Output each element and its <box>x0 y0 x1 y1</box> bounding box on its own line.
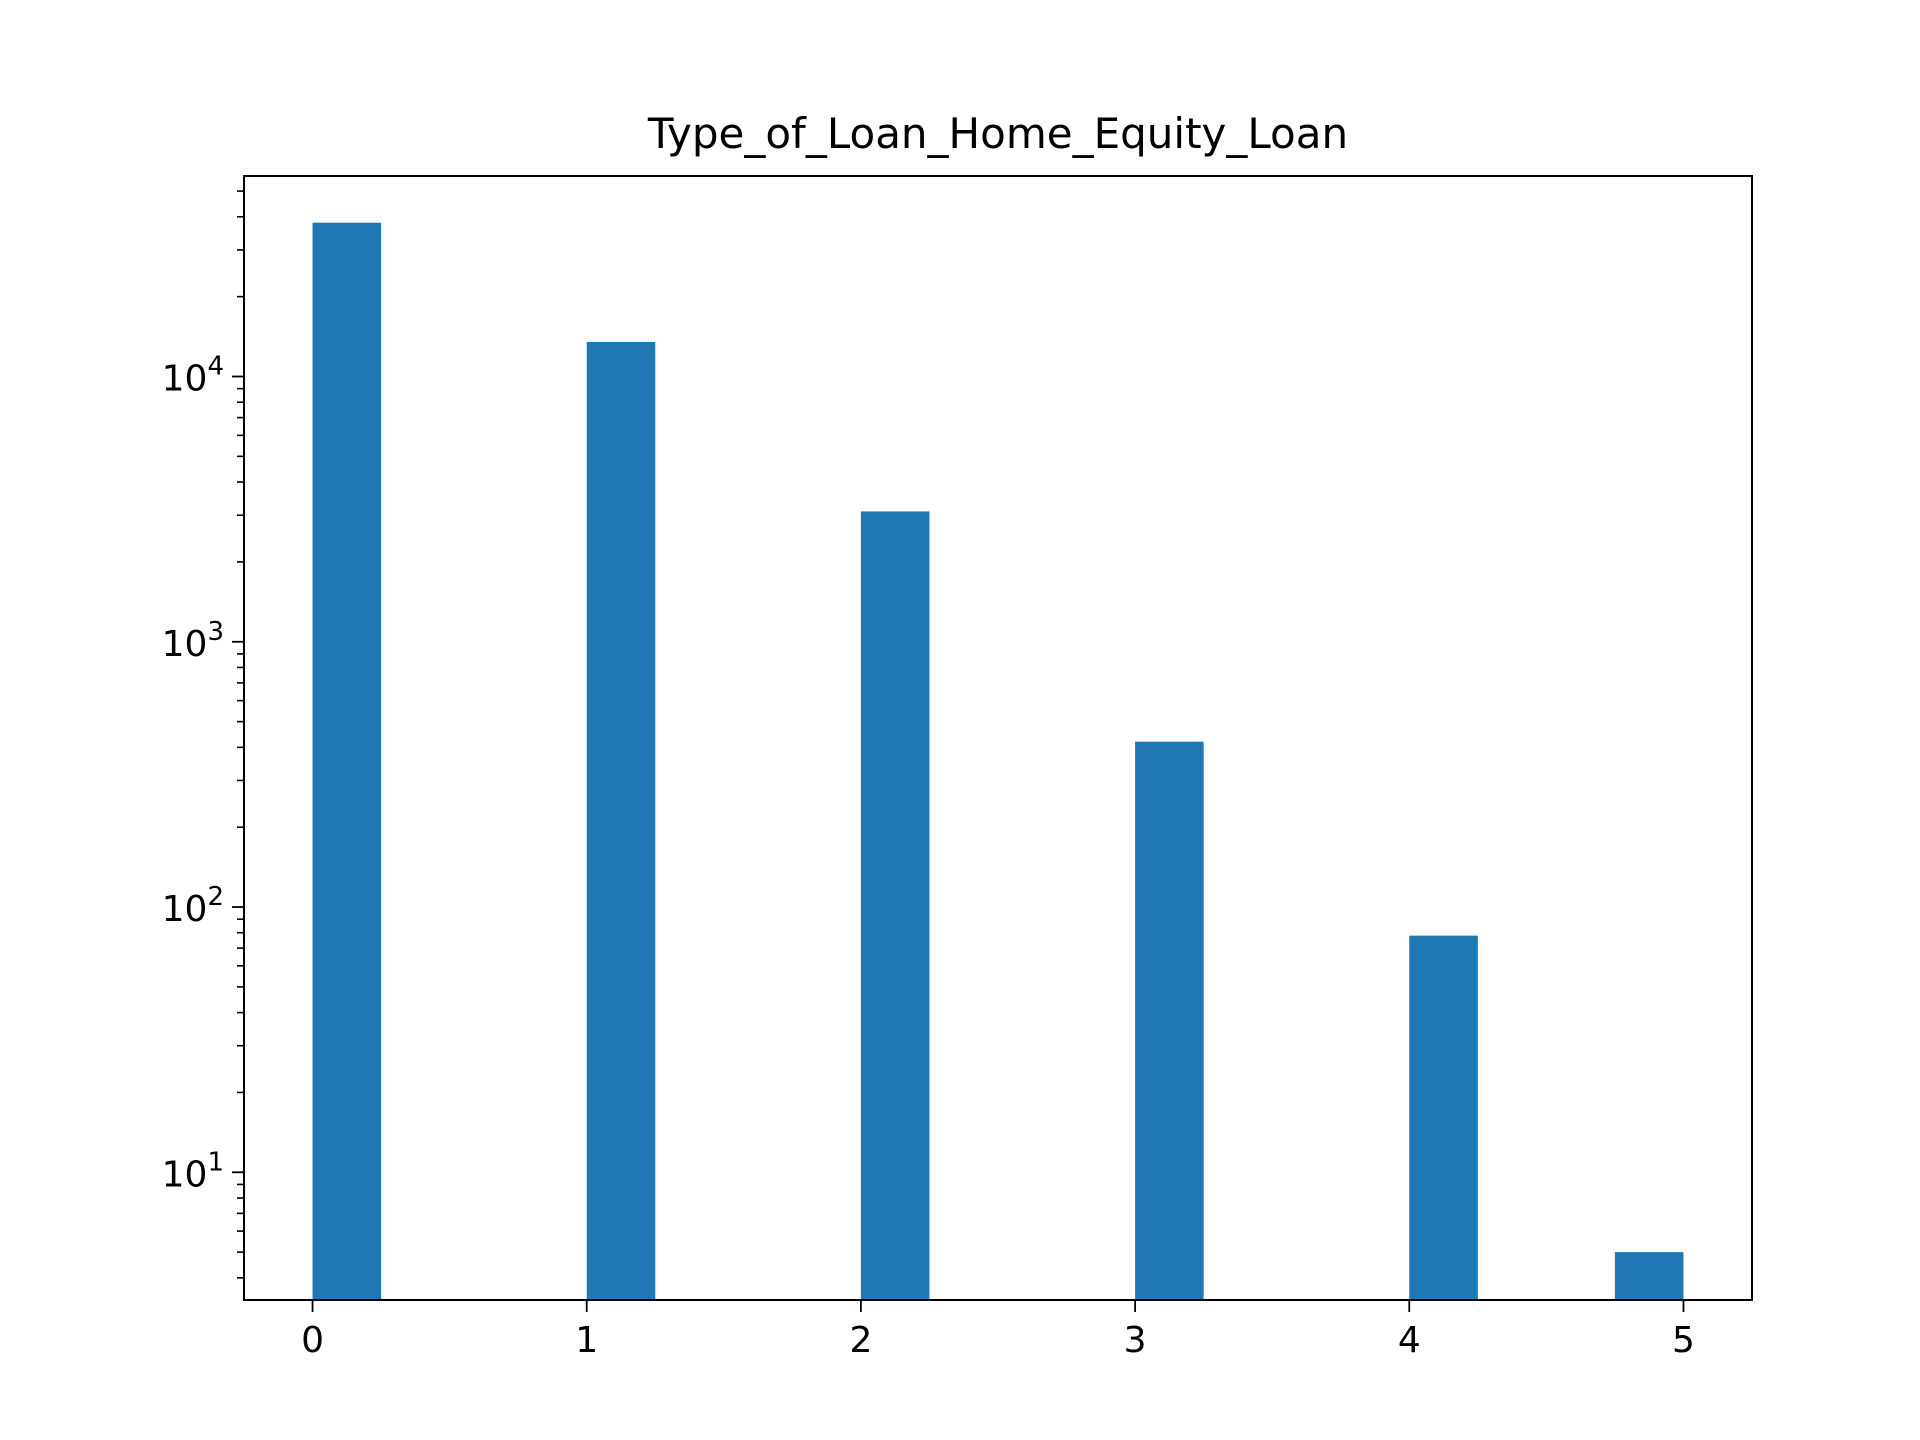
x-tick-label: 0 <box>301 1320 324 1361</box>
y-tick-label-base: 10 <box>162 1154 208 1195</box>
x-tick-label: 5 <box>1672 1320 1695 1361</box>
x-tick-label: 4 <box>1398 1320 1421 1361</box>
bar-2 <box>860 511 930 1300</box>
x-tick-label: 3 <box>1124 1320 1147 1361</box>
y-tick-label: 104 <box>162 352 224 400</box>
chart-title: Type_of_Loan_Home_Equity_Loan <box>647 109 1348 158</box>
bar-5 <box>1614 1252 1684 1300</box>
bar-4 <box>1409 935 1478 1300</box>
bars-layer <box>312 222 1684 1301</box>
x-axis: 0 1 2 3 4 5 <box>301 1300 1695 1361</box>
y-tick-label-base: 10 <box>162 889 208 930</box>
y-tick-label-exponent: 1 <box>207 1147 224 1177</box>
y-tick-label-exponent: 4 <box>207 352 224 382</box>
y-tick-label-base: 10 <box>162 359 208 400</box>
y-tick-label-base: 10 <box>162 624 208 665</box>
bar-1 <box>586 341 656 1301</box>
y-tick-label: 101 <box>162 1147 224 1195</box>
x-tick-label: 1 <box>575 1320 598 1361</box>
y-tick-label-exponent: 3 <box>207 617 224 647</box>
y-tick-label: 102 <box>162 882 224 930</box>
axes-frame <box>243 175 1753 1301</box>
y-tick-label-exponent: 2 <box>207 882 224 912</box>
bar-3 <box>1135 741 1204 1300</box>
bar-0 <box>312 222 382 1301</box>
x-tick-label: 2 <box>849 1320 872 1361</box>
y-tick-label: 103 <box>162 617 224 665</box>
